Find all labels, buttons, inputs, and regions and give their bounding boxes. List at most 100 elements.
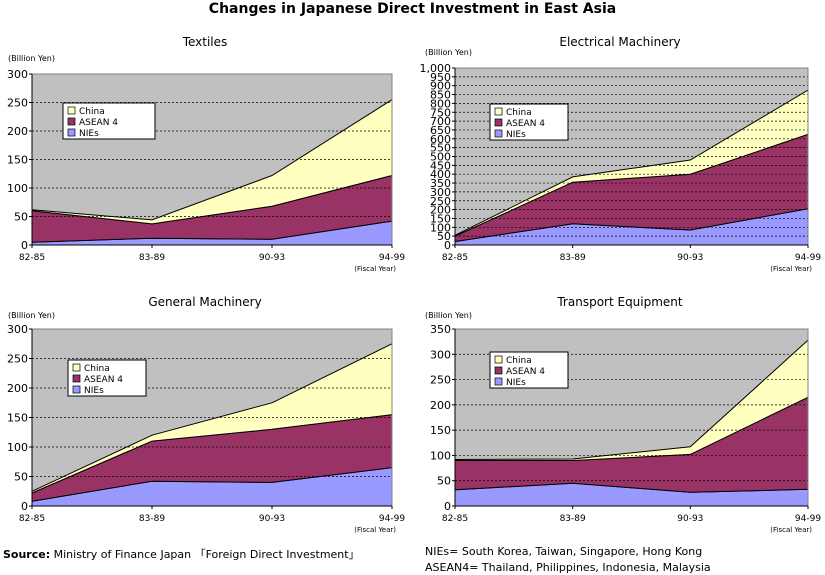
legend-label: NIEs [506, 378, 526, 388]
y-tick-label: 50 [437, 475, 451, 488]
chart-transport-equipment: Transport Equipment (Billion Yen) 0 50 100 15… [425, 295, 821, 534]
y-tick-label: 250 [7, 353, 28, 366]
x-tick-label: 83-89 [560, 253, 586, 263]
legend-label: ASEAN 4 [506, 367, 545, 377]
legend-swatch-asean-4 [494, 118, 503, 127]
x-tick-label: 90-93 [259, 253, 285, 263]
y-tick-label: 900 [430, 80, 451, 93]
legend-swatch-china [72, 363, 81, 372]
x-tick-label: 82-85 [442, 253, 468, 263]
y-tick-label: 850 [430, 89, 451, 102]
legend-label: China [506, 108, 532, 118]
asean-footnote: ASEAN4= Thailand, Philippines, Indonesia… [425, 561, 711, 574]
legend-swatch-nies [494, 129, 503, 138]
x-tick-label: 94-99 [795, 514, 821, 524]
x-tick-label: 94-99 [379, 253, 405, 263]
y-tick-label: 350 [430, 177, 451, 190]
x-axis-unit-label: (Fiscal Year) [770, 526, 812, 534]
chart-title: Electrical Machinery [559, 35, 680, 49]
y-axis-unit-label: (Billion Yen) [425, 311, 472, 320]
x-tick-label: 90-93 [259, 514, 285, 524]
y-tick-label: 950 [430, 71, 451, 84]
x-tick-label: 83-89 [139, 253, 165, 263]
source-text: Ministry of Finance Japan 「Foreign Direc… [50, 548, 360, 561]
x-tick-label: 82-85 [19, 514, 45, 524]
y-tick-label: 0 [21, 500, 28, 513]
y-tick-label: 0 [444, 239, 451, 252]
legend-label: NIEs [84, 386, 104, 396]
source-note: Source: Ministry of Finance Japan 「Forei… [3, 546, 360, 562]
y-tick-label: 150 [7, 412, 28, 425]
y-tick-label: 250 [7, 97, 28, 110]
x-tick-label: 94-99 [795, 253, 821, 263]
y-tick-label: 0 [21, 239, 28, 252]
y-tick-label: 400 [430, 168, 451, 181]
y-tick-label: 150 [430, 424, 451, 437]
y-tick-label: 200 [430, 204, 451, 217]
x-axis-unit-label: (Fiscal Year) [354, 526, 396, 534]
x-axis-unit-label: (Fiscal Year) [354, 265, 396, 273]
chart-general-machinery: General Machinery (Billion Yen) 0 50 100 150 2… [7, 295, 405, 534]
y-tick-label: 100 [430, 449, 451, 462]
legend-label: ASEAN 4 [84, 375, 123, 385]
chart-title: General Machinery [148, 295, 261, 309]
nies-footnote: NIEs= South Korea, Taiwan, Singapore, Ho… [425, 545, 703, 558]
y-tick-label: 50 [14, 211, 28, 224]
y-tick-label: 50 [437, 230, 451, 243]
y-tick-label: 450 [430, 159, 451, 172]
legend-swatch-nies [494, 377, 503, 386]
y-tick-label: 300 [7, 323, 28, 336]
y-tick-label: 650 [430, 124, 451, 137]
legend-swatch-china [494, 107, 503, 116]
legend-box [489, 103, 569, 141]
legend-box [62, 102, 156, 140]
legend-swatch-china [67, 106, 76, 115]
y-tick-label: 250 [430, 195, 451, 208]
legend-swatch-asean-4 [67, 117, 76, 126]
y-tick-label: 150 [7, 154, 28, 167]
legend-label: ASEAN 4 [79, 118, 118, 128]
chart-textiles: Textiles (Billion Yen) 0 50 100 150 200 250 300 8… [7, 35, 405, 273]
legend-swatch-asean-4 [72, 374, 81, 383]
x-tick-label: 90-93 [677, 253, 703, 263]
y-tick-label: 500 [430, 151, 451, 164]
y-tick-label: 100 [7, 441, 28, 454]
y-tick-label: 750 [430, 106, 451, 119]
legend-box [67, 359, 147, 397]
y-tick-label: 200 [430, 399, 451, 412]
x-tick-label: 83-89 [560, 514, 586, 524]
y-tick-label: 300 [430, 348, 451, 361]
y-tick-label: 200 [7, 125, 28, 138]
x-tick-label: 90-93 [677, 514, 703, 524]
page-title: Changes in Japanese Direct Investment in… [208, 1, 617, 17]
y-tick-label: 550 [430, 142, 451, 155]
x-tick-label: 94-99 [379, 514, 405, 524]
legend-swatch-asean-4 [494, 366, 503, 375]
y-tick-label: 250 [430, 374, 451, 387]
legend-label: China [506, 356, 532, 366]
y-tick-label: 300 [430, 186, 451, 199]
y-tick-label: 350 [430, 323, 451, 336]
y-tick-label: 300 [7, 68, 28, 81]
x-tick-label: 83-89 [139, 514, 165, 524]
y-tick-label: 700 [430, 115, 451, 128]
y-tick-label: 150 [430, 212, 451, 225]
y-axis-unit-label: (Billion Yen) [8, 54, 55, 63]
legend-box [489, 351, 569, 389]
y-tick-label: 50 [14, 471, 28, 484]
legend-swatch-nies [72, 385, 81, 394]
legend-label: China [79, 107, 105, 117]
x-axis-unit-label: (Fiscal Year) [770, 265, 812, 273]
legend-swatch-china [494, 355, 503, 364]
y-tick-label: 200 [7, 382, 28, 395]
y-tick-label: 1,000 [420, 62, 452, 75]
chart-title: Textiles [182, 35, 228, 49]
source-label: Source: [3, 548, 51, 561]
y-axis-unit-label: (Billion Yen) [425, 48, 472, 57]
x-tick-label: 82-85 [19, 253, 45, 263]
